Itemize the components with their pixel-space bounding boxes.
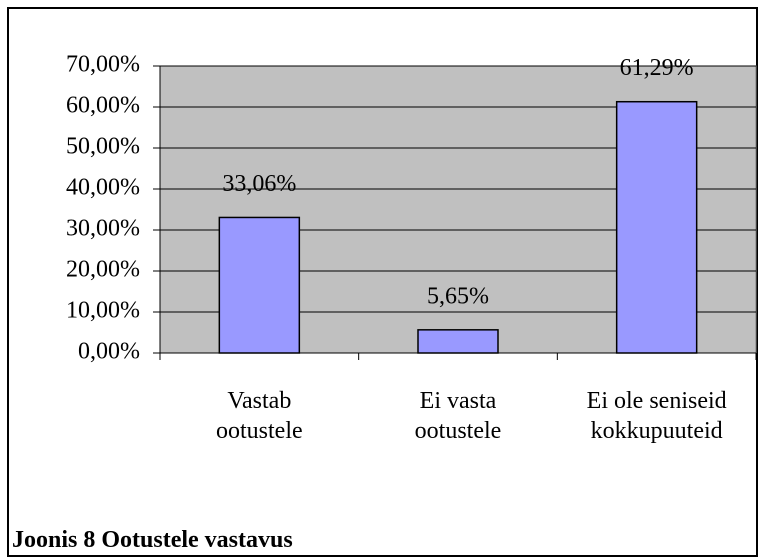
x-tick-label: Vastab ootustele — [216, 388, 303, 444]
bar — [615, 100, 698, 354]
value-label: 5,65% — [427, 283, 489, 309]
y-tick-label: 20,00% — [66, 257, 140, 283]
y-tick-label: 40,00% — [66, 175, 140, 201]
x-tick-label: Ei vasta ootustele — [414, 388, 502, 444]
y-tick-label: 70,00% — [66, 52, 140, 78]
bar — [218, 216, 301, 354]
y-tick-label: 0,00% — [78, 339, 140, 365]
value-label: 33,06% — [222, 171, 296, 197]
bar — [417, 329, 499, 354]
y-tick-label: 10,00% — [66, 298, 140, 324]
y-tick-label: 30,00% — [66, 216, 140, 242]
y-tick-label: 60,00% — [66, 93, 140, 119]
caption: Joonis 8 Ootustele vastavus — [12, 527, 293, 553]
value-label: 61,29% — [620, 55, 694, 81]
y-tick-label: 50,00% — [66, 134, 140, 160]
x-tick-label: Ei ole seniseid kokkupuuteid — [586, 388, 727, 444]
